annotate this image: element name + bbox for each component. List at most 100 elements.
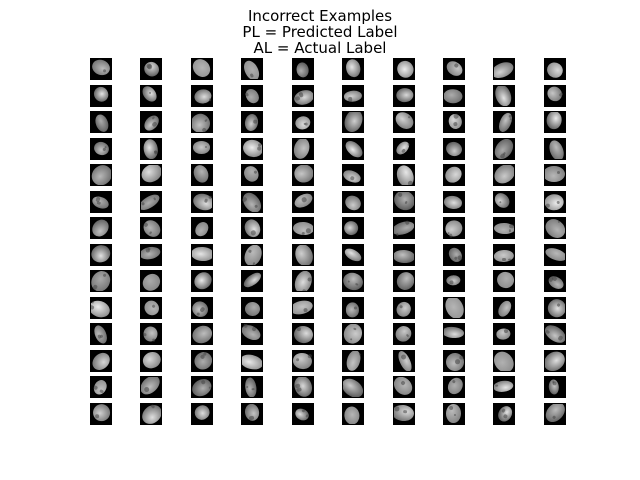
nucleus-blob — [192, 404, 212, 423]
example-thumbnail — [241, 58, 263, 80]
nucleus-blob — [242, 59, 262, 79]
texture-spot — [244, 91, 249, 97]
example-thumbnail — [443, 297, 465, 319]
example-thumbnail — [140, 323, 162, 345]
example-thumbnail — [90, 323, 112, 345]
example-thumbnail — [191, 191, 213, 213]
texture-spot — [307, 354, 312, 359]
example-thumbnail — [544, 191, 566, 213]
nucleus-blob — [343, 139, 363, 159]
title-line-2: PL = Predicted Label — [242, 23, 398, 41]
texture-spot — [400, 147, 407, 153]
example-thumbnail — [90, 58, 112, 80]
nucleus-blob — [141, 192, 161, 212]
nucleus-blob — [141, 298, 161, 318]
example-thumbnail — [493, 85, 515, 107]
example-thumbnail — [393, 350, 415, 372]
nucleus-blob — [545, 218, 565, 238]
nucleus-blob — [545, 86, 565, 106]
nucleus-blob — [494, 165, 514, 185]
example-thumbnail — [544, 244, 566, 266]
nucleus-blob — [91, 377, 109, 397]
texture-spot — [400, 353, 407, 361]
example-thumbnail — [90, 376, 112, 398]
texture-spot — [305, 229, 311, 234]
example-thumbnail — [544, 58, 566, 80]
nucleus-blob — [91, 218, 111, 238]
example-thumbnail — [342, 58, 364, 80]
texture-spot — [552, 380, 558, 386]
nucleus-blob — [344, 351, 363, 371]
nucleus-blob — [545, 59, 565, 79]
example-thumbnail — [140, 58, 162, 80]
texture-spot — [295, 358, 300, 362]
nucleus-blob — [395, 351, 414, 371]
texture-spot — [242, 196, 248, 203]
texture-spot — [394, 406, 400, 412]
nucleus-blob — [192, 165, 212, 185]
texture-spot — [251, 262, 256, 265]
nucleus-blob — [192, 141, 211, 154]
nucleus-blob — [141, 351, 161, 371]
example-thumbnail — [443, 217, 465, 239]
nucleus-blob — [293, 406, 311, 423]
nucleus-blob — [444, 352, 464, 371]
texture-spot — [102, 69, 107, 73]
example-thumbnail — [493, 350, 515, 372]
texture-spot — [502, 413, 508, 419]
nucleus-blob — [141, 165, 161, 185]
nucleus-blob — [293, 351, 313, 371]
texture-spot — [203, 198, 208, 203]
example-thumbnail — [191, 323, 213, 345]
texture-spot — [246, 386, 250, 390]
nucleus-blob — [545, 351, 565, 371]
nucleus-blob — [494, 298, 514, 318]
nucleus-blob — [445, 377, 464, 397]
texture-spot — [456, 255, 463, 262]
nucleus-blob — [293, 221, 313, 237]
nucleus-blob — [494, 139, 514, 159]
nucleus-blob — [545, 166, 565, 183]
nucleus-blob — [545, 193, 564, 212]
texture-spot — [250, 229, 257, 236]
example-thumbnail — [342, 217, 364, 239]
texture-spot — [300, 196, 307, 203]
nucleus-blob — [545, 246, 565, 264]
nucleus-blob — [394, 377, 414, 397]
texture-spot — [207, 385, 212, 390]
nucleus-blob — [142, 139, 160, 159]
example-thumbnail — [493, 403, 515, 425]
nucleus-blob — [91, 165, 111, 185]
example-thumbnail — [90, 138, 112, 160]
texture-spot — [501, 257, 506, 262]
texture-spot — [397, 192, 404, 198]
nucleus-blob — [395, 87, 414, 103]
example-thumbnail — [292, 323, 314, 345]
example-thumbnail — [241, 217, 263, 239]
nucleus-blob — [394, 59, 414, 79]
nucleus-blob — [91, 351, 111, 371]
example-thumbnail — [90, 270, 112, 292]
texture-spot — [143, 386, 151, 394]
example-thumbnail — [191, 244, 213, 266]
example-thumbnail — [292, 350, 314, 372]
nucleus-blob — [192, 112, 212, 132]
texture-spot — [151, 115, 156, 120]
nucleus-blob — [444, 89, 463, 104]
example-thumbnail — [342, 164, 364, 186]
texture-spot — [196, 311, 201, 317]
nucleus-blob — [546, 112, 563, 131]
texture-spot — [407, 143, 410, 147]
nucleus-blob — [192, 59, 212, 79]
texture-spot — [557, 335, 565, 342]
nucleus-blob — [193, 88, 212, 105]
example-thumbnail — [342, 350, 364, 372]
nucleus-blob — [345, 301, 360, 317]
example-thumbnail — [544, 164, 566, 186]
texture-spot — [249, 72, 255, 78]
example-thumbnail — [443, 138, 465, 160]
title-line-3: AL = Actual Label — [253, 39, 387, 57]
nucleus-blob — [242, 86, 261, 105]
nucleus-blob — [242, 218, 262, 238]
texture-spot — [151, 304, 156, 309]
